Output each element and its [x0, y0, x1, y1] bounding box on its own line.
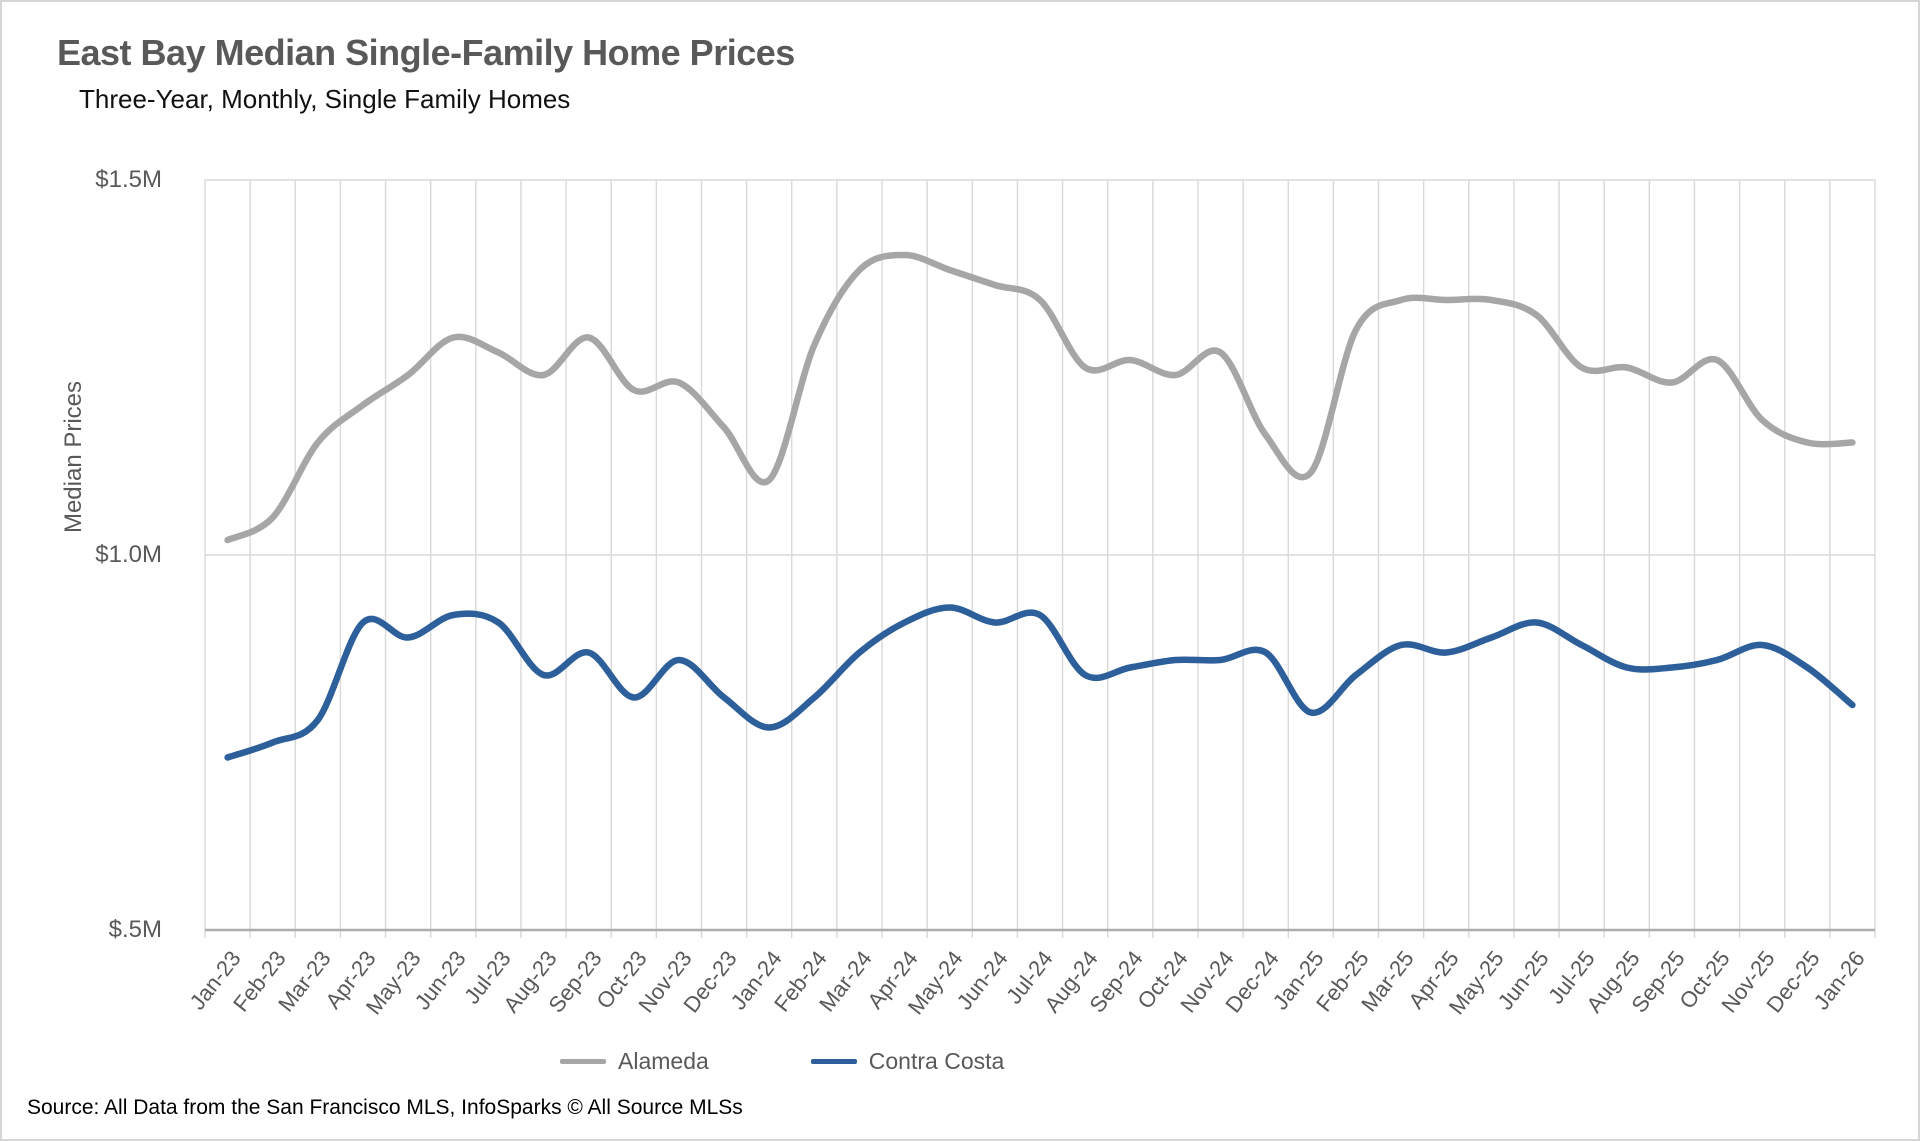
series-line-alameda — [224, 251, 1856, 544]
page-title: East Bay Median Single-Family Home Price… — [57, 32, 795, 73]
page-subtitle: Three-Year, Monthly, Single Family Homes — [79, 84, 571, 114]
y-tick-label: $.5M — [108, 916, 162, 943]
y-tick-label: $1.5M — [95, 166, 162, 193]
legend-item-alameda: Alameda — [560, 1048, 709, 1075]
series-line-contra-costa — [224, 604, 1856, 761]
contra-costa-line-swatch — [810, 1059, 857, 1064]
legend-label-contra-costa: Contra Costa — [868, 1048, 1005, 1074]
source-note: Source: All Data from the San Francisco … — [27, 1096, 743, 1119]
alameda-line-swatch — [560, 1059, 606, 1064]
legend: Alameda Contra Costa — [560, 1048, 1004, 1075]
legend-item-contra-costa: Contra Costa — [810, 1048, 1005, 1075]
y-tick-label: $1.0M — [95, 541, 162, 568]
legend-label-alameda: Alameda — [618, 1048, 709, 1074]
